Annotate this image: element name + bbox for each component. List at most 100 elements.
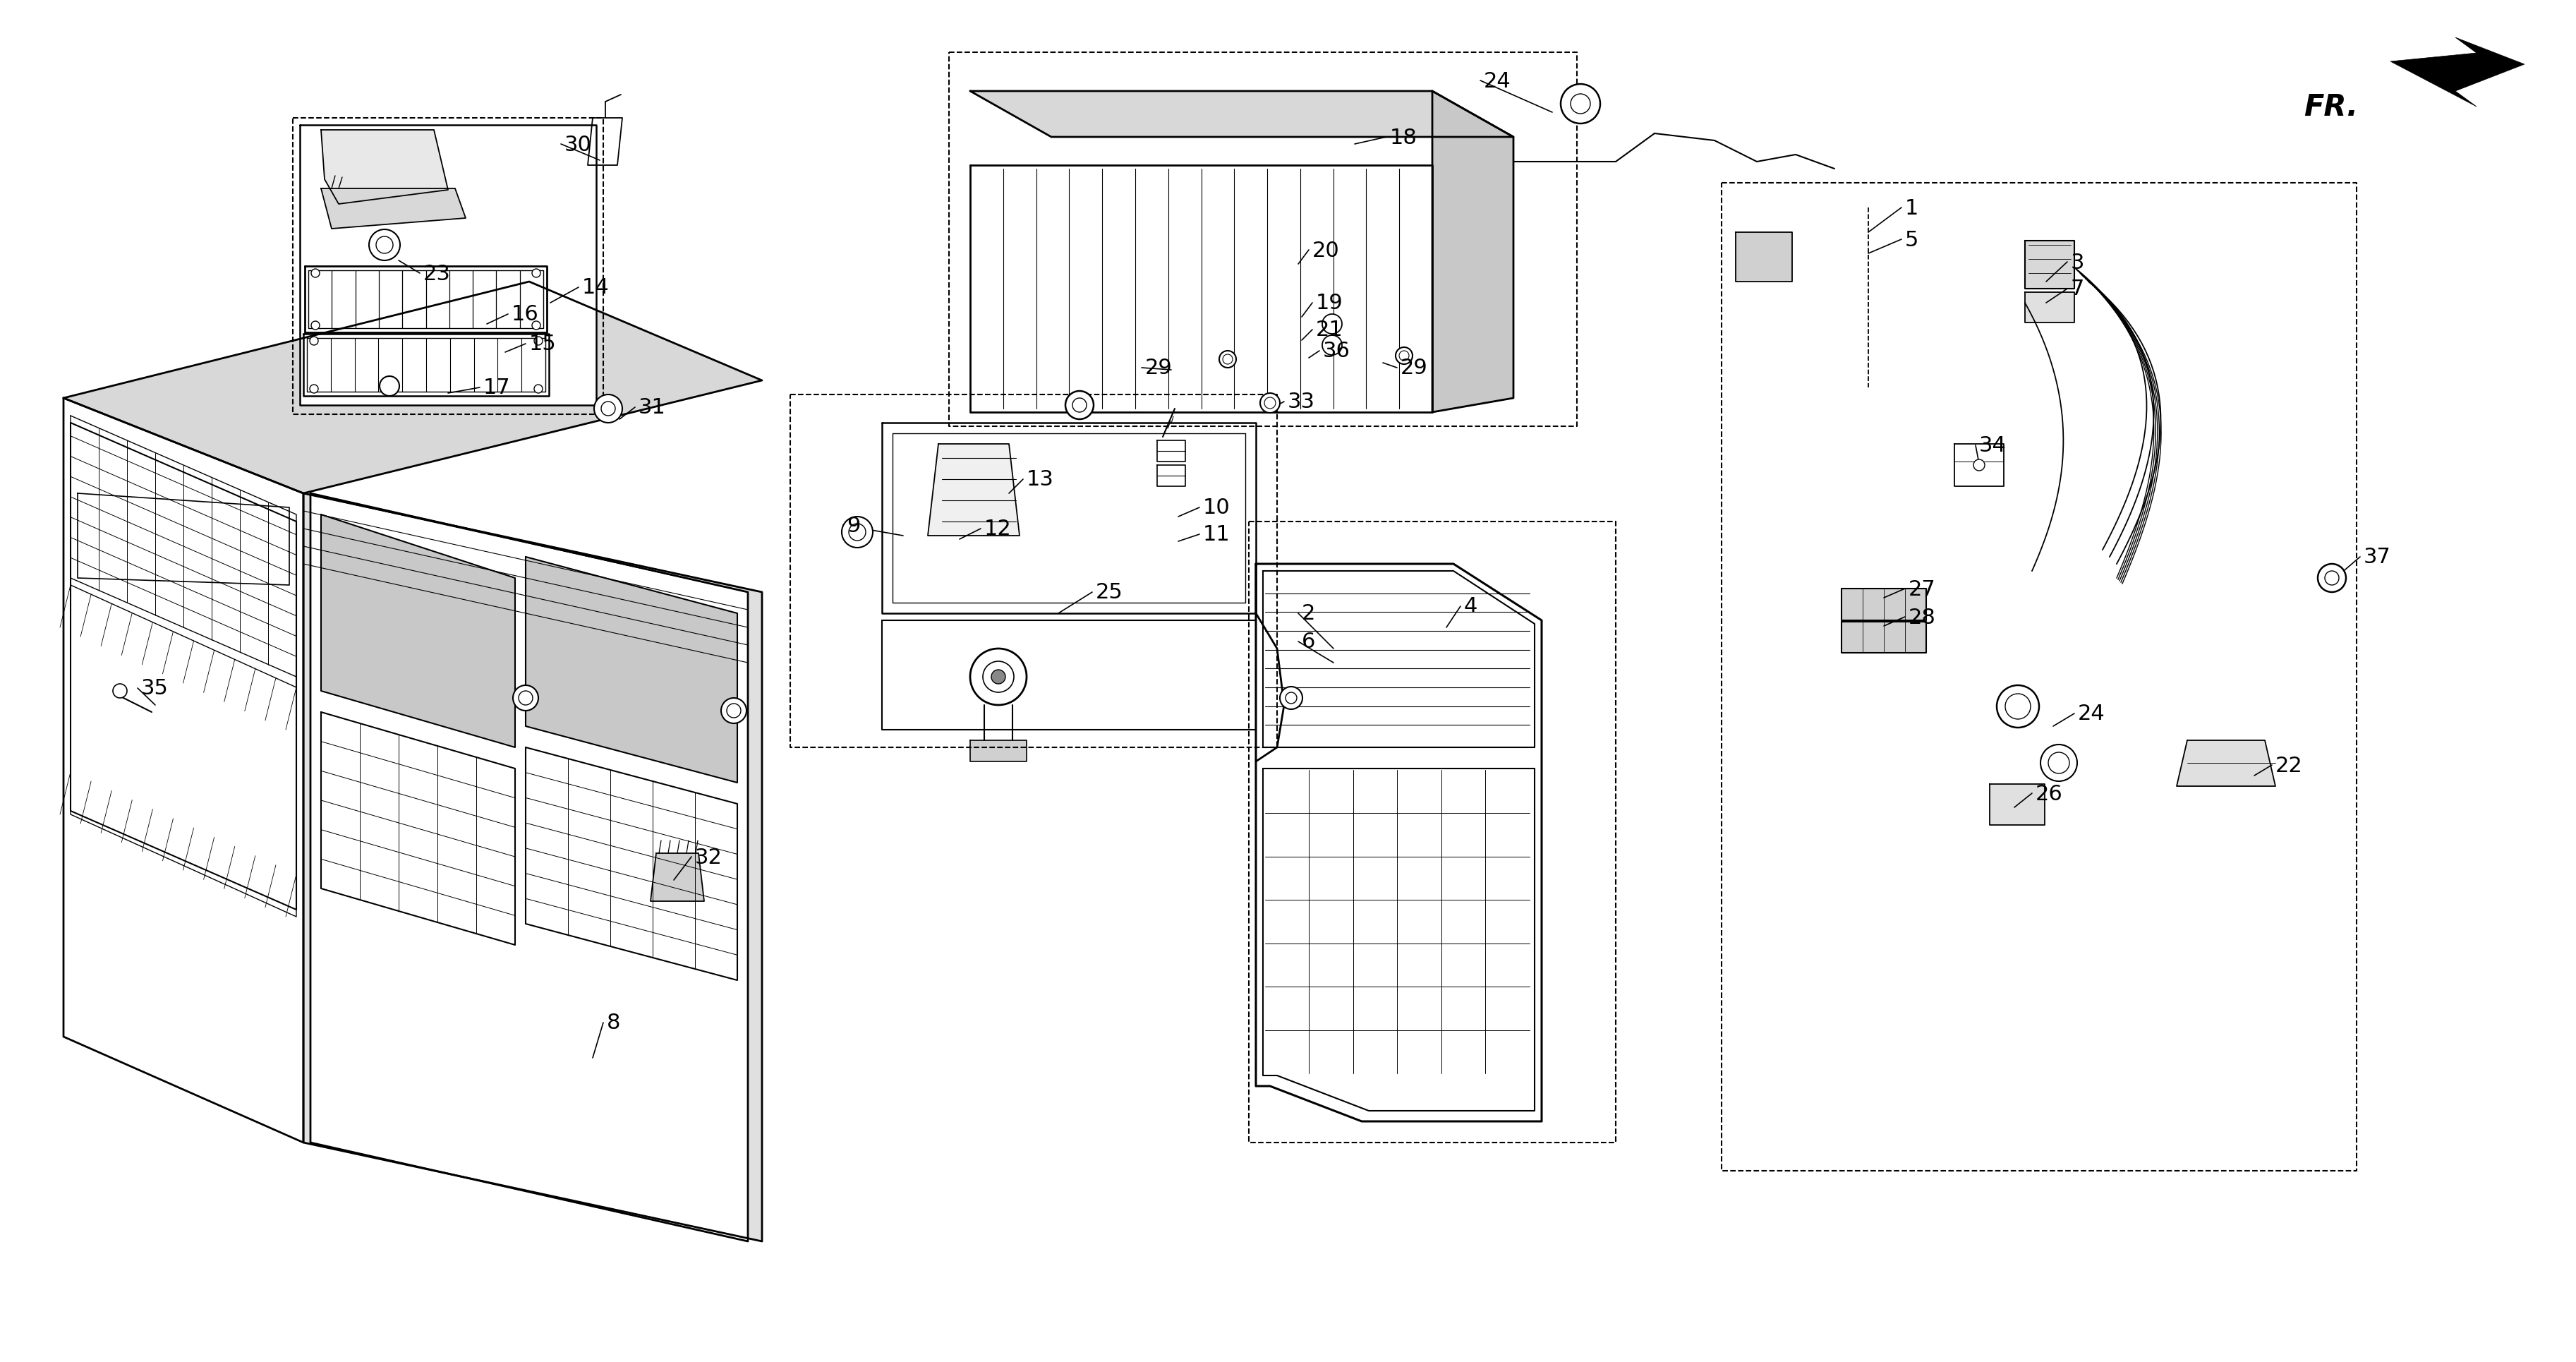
Polygon shape — [307, 339, 546, 392]
Text: 29: 29 — [1401, 358, 1427, 379]
Text: 10: 10 — [1203, 497, 1231, 518]
Text: 15: 15 — [528, 334, 556, 354]
Circle shape — [1561, 84, 1600, 124]
Text: 27: 27 — [1909, 579, 1937, 599]
Polygon shape — [70, 586, 296, 917]
Polygon shape — [526, 748, 737, 981]
Polygon shape — [77, 494, 289, 586]
Polygon shape — [322, 712, 515, 945]
Polygon shape — [1842, 588, 1927, 621]
Polygon shape — [1736, 233, 1793, 282]
Text: 9: 9 — [848, 515, 860, 535]
Polygon shape — [1989, 785, 2045, 825]
Text: 1: 1 — [1906, 197, 1919, 218]
Circle shape — [533, 385, 544, 394]
Circle shape — [513, 685, 538, 711]
Polygon shape — [322, 131, 448, 204]
Circle shape — [2040, 745, 2076, 782]
Circle shape — [1996, 685, 2040, 727]
Polygon shape — [526, 557, 737, 783]
Circle shape — [379, 377, 399, 396]
Circle shape — [2318, 564, 2347, 592]
Polygon shape — [70, 417, 296, 677]
Circle shape — [368, 230, 399, 262]
Polygon shape — [1262, 768, 1535, 1111]
Polygon shape — [927, 444, 1020, 537]
Polygon shape — [1257, 564, 1540, 1121]
Circle shape — [1260, 394, 1280, 413]
Polygon shape — [652, 854, 703, 902]
Text: 4: 4 — [1463, 597, 1479, 617]
Polygon shape — [322, 189, 466, 229]
Text: 28: 28 — [1909, 607, 1937, 628]
Polygon shape — [2391, 38, 2524, 108]
Text: 32: 32 — [696, 847, 721, 868]
Text: 13: 13 — [1028, 470, 1054, 490]
Text: 33: 33 — [1288, 392, 1316, 413]
Text: 5: 5 — [1906, 230, 1919, 251]
Polygon shape — [304, 267, 546, 332]
Text: 22: 22 — [2275, 755, 2303, 775]
Polygon shape — [64, 399, 304, 1143]
Text: 6: 6 — [1301, 632, 1316, 652]
Polygon shape — [587, 118, 623, 166]
Polygon shape — [971, 166, 1432, 413]
Circle shape — [2004, 695, 2030, 719]
Circle shape — [971, 648, 1028, 706]
Circle shape — [842, 518, 873, 548]
Text: 26: 26 — [2035, 783, 2063, 804]
Text: 12: 12 — [984, 519, 1012, 539]
Circle shape — [984, 662, 1015, 693]
Polygon shape — [971, 741, 1028, 761]
Circle shape — [533, 270, 541, 278]
Text: 21: 21 — [1316, 320, 1342, 340]
Text: 36: 36 — [1324, 340, 1350, 361]
Polygon shape — [299, 125, 595, 406]
Circle shape — [533, 338, 544, 346]
Polygon shape — [881, 424, 1257, 614]
Text: 23: 23 — [422, 263, 451, 283]
Polygon shape — [312, 494, 747, 1241]
Polygon shape — [2025, 241, 2074, 289]
Polygon shape — [2025, 293, 2074, 323]
Text: 18: 18 — [1391, 127, 1417, 147]
Circle shape — [533, 321, 541, 330]
Text: 37: 37 — [2365, 548, 2391, 568]
Polygon shape — [881, 621, 1257, 730]
Text: 25: 25 — [1095, 582, 1123, 603]
Circle shape — [309, 385, 319, 394]
Text: 7: 7 — [2071, 279, 2084, 300]
Text: 19: 19 — [1316, 293, 1342, 313]
Polygon shape — [2177, 741, 2275, 786]
Text: 11: 11 — [1203, 524, 1231, 545]
Circle shape — [312, 321, 319, 330]
Text: 20: 20 — [1311, 240, 1340, 260]
Text: 24: 24 — [1484, 71, 1512, 91]
Circle shape — [309, 338, 319, 346]
Circle shape — [2048, 753, 2069, 774]
Text: 17: 17 — [484, 377, 510, 398]
Circle shape — [1321, 315, 1342, 334]
Polygon shape — [309, 271, 544, 328]
Polygon shape — [1432, 91, 1515, 413]
Text: 14: 14 — [582, 278, 611, 298]
Text: 29: 29 — [1146, 358, 1172, 379]
Circle shape — [1321, 336, 1342, 355]
Text: 30: 30 — [564, 135, 592, 155]
Text: 35: 35 — [142, 678, 167, 699]
Polygon shape — [64, 282, 762, 494]
Polygon shape — [322, 515, 515, 748]
Circle shape — [595, 395, 623, 424]
Circle shape — [113, 684, 126, 699]
Text: 8: 8 — [608, 1012, 621, 1032]
Circle shape — [721, 699, 747, 723]
Text: FR.: FR. — [2303, 93, 2357, 123]
Circle shape — [1218, 351, 1236, 368]
Polygon shape — [304, 334, 549, 396]
Circle shape — [992, 670, 1005, 684]
Text: 16: 16 — [513, 304, 538, 324]
Circle shape — [1280, 686, 1303, 710]
Polygon shape — [1842, 622, 1927, 654]
Text: 34: 34 — [1978, 436, 2007, 456]
Polygon shape — [1955, 444, 2004, 486]
